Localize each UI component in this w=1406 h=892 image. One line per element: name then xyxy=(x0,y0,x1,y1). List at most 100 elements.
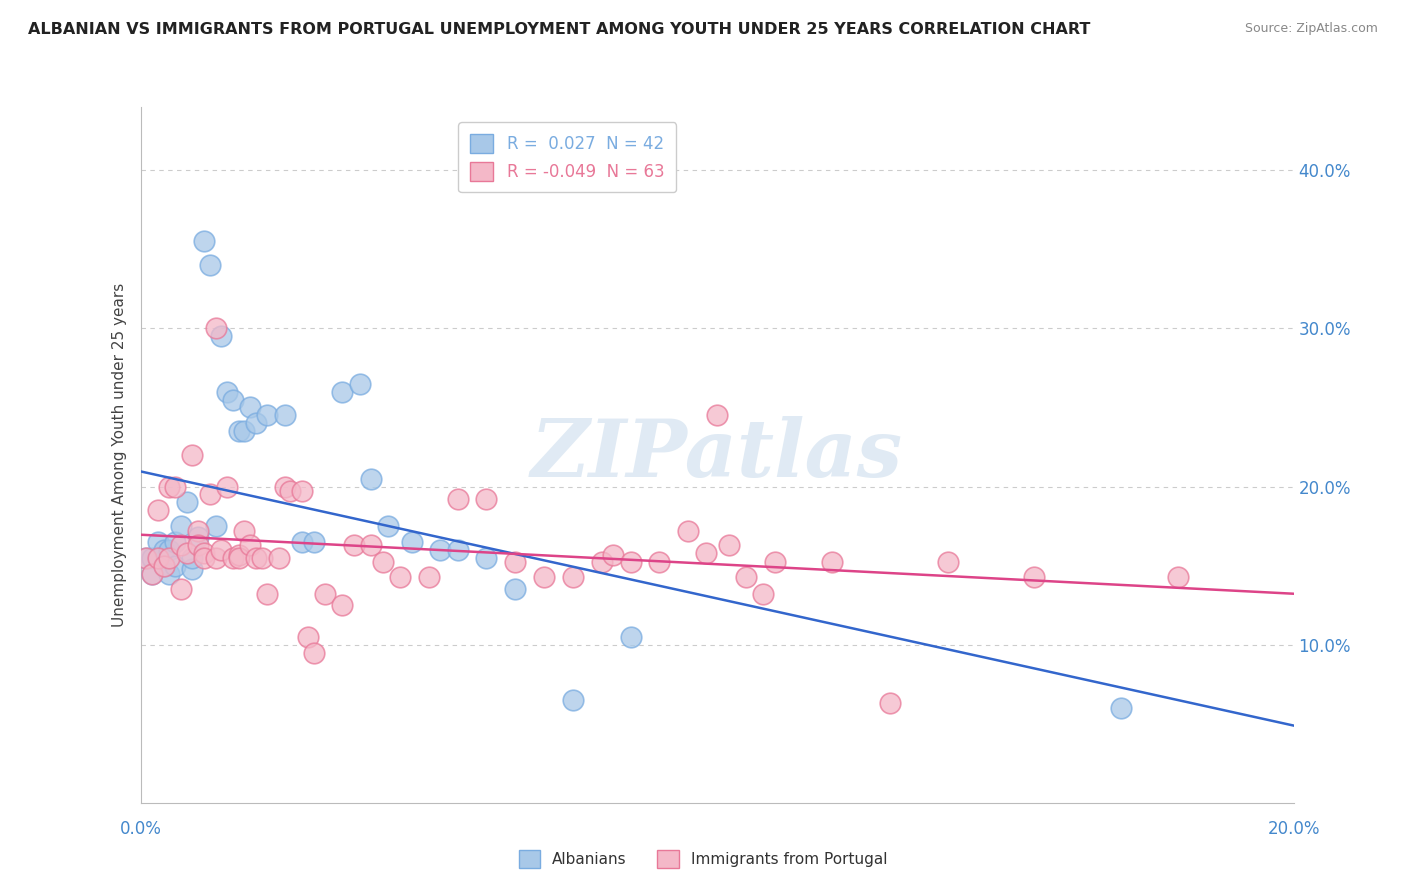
Point xyxy=(141,566,163,581)
Point xyxy=(256,587,278,601)
Point xyxy=(135,550,157,565)
Point xyxy=(447,542,470,557)
Point xyxy=(1024,570,1046,584)
Point xyxy=(209,329,232,343)
Point xyxy=(821,556,844,570)
Point xyxy=(332,384,354,399)
Text: 0.0%: 0.0% xyxy=(120,820,162,838)
Point xyxy=(159,542,180,557)
Point xyxy=(343,538,366,552)
Point xyxy=(297,630,319,644)
Point xyxy=(752,587,775,601)
Point xyxy=(562,570,585,584)
Point xyxy=(165,534,187,549)
Point xyxy=(388,570,411,584)
Point xyxy=(533,570,555,584)
Point xyxy=(280,484,302,499)
Point xyxy=(141,550,163,565)
Point xyxy=(429,542,451,557)
Point xyxy=(152,558,174,573)
Point xyxy=(503,582,526,597)
Point xyxy=(204,519,226,533)
Point xyxy=(360,472,382,486)
Point xyxy=(233,524,256,538)
Point xyxy=(349,376,371,391)
Point xyxy=(717,538,740,552)
Point xyxy=(695,546,717,560)
Point xyxy=(170,582,193,597)
Point xyxy=(936,556,959,570)
Point xyxy=(562,693,585,707)
Point xyxy=(181,562,204,576)
Point xyxy=(239,401,262,415)
Point xyxy=(176,546,198,560)
Point xyxy=(678,524,700,538)
Point xyxy=(228,424,250,438)
Point xyxy=(146,550,169,565)
Point xyxy=(176,495,198,509)
Point xyxy=(170,519,193,533)
Point xyxy=(447,492,470,507)
Point xyxy=(267,550,290,565)
Point xyxy=(228,550,250,565)
Point xyxy=(1109,701,1132,715)
Point xyxy=(332,598,354,612)
Point xyxy=(165,479,187,493)
Legend: Albanians, Immigrants from Portugal: Albanians, Immigrants from Portugal xyxy=(512,844,894,873)
Point xyxy=(619,556,641,570)
Point xyxy=(735,570,758,584)
Point xyxy=(170,538,193,552)
Point xyxy=(209,542,232,557)
Point xyxy=(181,550,204,565)
Legend: R =  0.027  N = 42, R = -0.049  N = 63: R = 0.027 N = 42, R = -0.049 N = 63 xyxy=(458,122,676,193)
Point xyxy=(181,448,204,462)
Point xyxy=(401,534,423,549)
Point xyxy=(146,534,169,549)
Point xyxy=(146,503,169,517)
Point xyxy=(503,556,526,570)
Point xyxy=(371,556,394,570)
Point xyxy=(193,235,215,249)
Point xyxy=(274,409,297,423)
Point xyxy=(245,417,267,431)
Text: ALBANIAN VS IMMIGRANTS FROM PORTUGAL UNEMPLOYMENT AMONG YOUTH UNDER 25 YEARS COR: ALBANIAN VS IMMIGRANTS FROM PORTUGAL UNE… xyxy=(28,22,1091,37)
Point xyxy=(879,696,901,710)
Point xyxy=(706,409,728,423)
Point xyxy=(152,558,174,573)
Point xyxy=(204,321,226,335)
Point xyxy=(239,538,262,552)
Point xyxy=(217,479,239,493)
Point xyxy=(360,538,382,552)
Point xyxy=(418,570,440,584)
Point xyxy=(222,550,245,565)
Point xyxy=(193,550,215,565)
Point xyxy=(165,558,187,573)
Point xyxy=(256,409,278,423)
Point xyxy=(291,484,314,499)
Point xyxy=(274,479,297,493)
Point xyxy=(187,530,209,544)
Point xyxy=(217,384,239,399)
Text: ZIPatlas: ZIPatlas xyxy=(531,417,903,493)
Point xyxy=(377,519,399,533)
Point xyxy=(648,556,671,570)
Point xyxy=(141,566,163,581)
Point xyxy=(245,550,267,565)
Point xyxy=(314,587,336,601)
Point xyxy=(302,646,325,660)
Point xyxy=(233,424,256,438)
Point xyxy=(602,548,624,562)
Point xyxy=(159,550,180,565)
Text: 20.0%: 20.0% xyxy=(1267,820,1320,838)
Point xyxy=(198,487,221,501)
Point xyxy=(591,556,613,570)
Point xyxy=(228,548,250,562)
Point xyxy=(302,534,325,549)
Point xyxy=(475,492,498,507)
Point xyxy=(187,524,209,538)
Point xyxy=(1167,570,1189,584)
Point xyxy=(475,550,498,565)
Text: Source: ZipAtlas.com: Source: ZipAtlas.com xyxy=(1244,22,1378,36)
Y-axis label: Unemployment Among Youth under 25 years: Unemployment Among Youth under 25 years xyxy=(112,283,128,627)
Point xyxy=(159,566,180,581)
